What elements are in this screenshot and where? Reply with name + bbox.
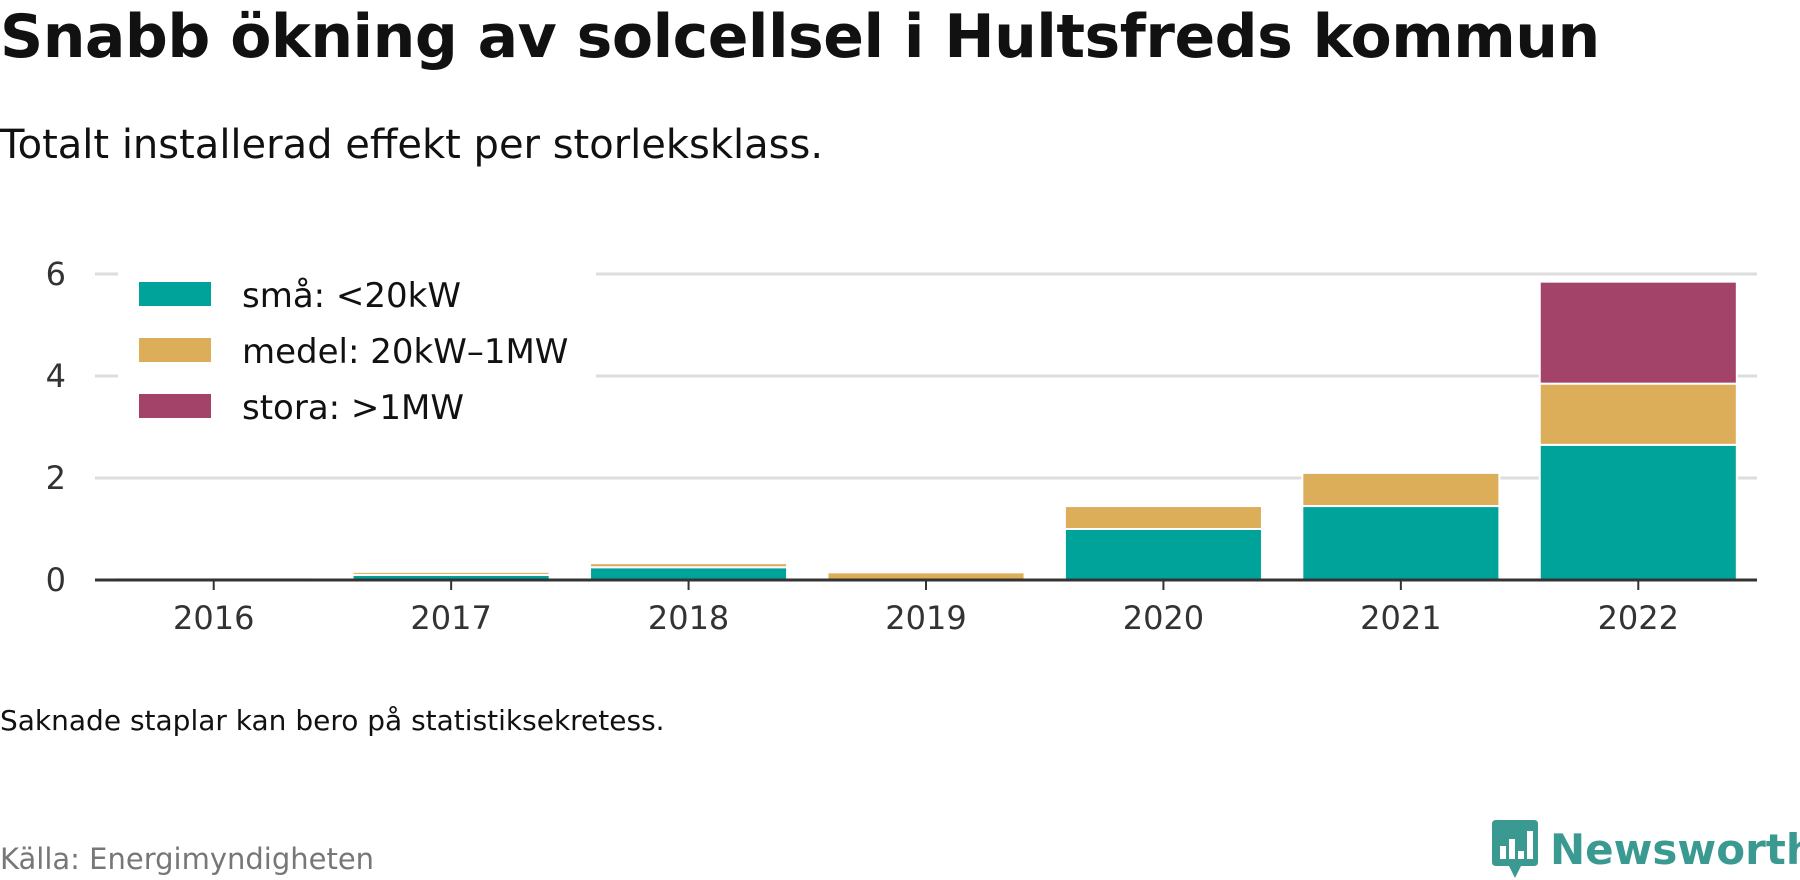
x-tick-label: 2018 (648, 599, 729, 637)
bar-segment (589, 562, 789, 569)
x-tick-label: 2020 (1123, 599, 1204, 637)
chart-subtitle: Totalt installerad effekt per storlekskl… (0, 122, 824, 168)
y-tick-label: 6 (46, 255, 66, 293)
x-tick-label: 2017 (410, 599, 491, 637)
axes: 0 2 4 6 2016 2017 2018 2019 2020 2021 2022 (46, 255, 1757, 637)
legend-swatch (139, 338, 211, 362)
source-credit: Källa: Energimyndigheten (0, 842, 375, 876)
y-tick-label: 0 (46, 561, 66, 599)
stacked-bar-chart: 0 2 4 6 2016 2017 2018 2019 2020 2021 2022 små: <2… (46, 255, 1757, 637)
bar-segment (1301, 505, 1501, 581)
x-tick-label: 2016 (173, 599, 254, 637)
bars (114, 280, 1738, 582)
legend-label: små: <20kW (242, 276, 461, 316)
brand-name: Newsworthy (1550, 824, 1800, 874)
legend: små: <20kW medel: 20kW–1MW stora: >1MW (118, 262, 596, 428)
bar-segment (351, 570, 551, 576)
y-tick-label: 2 (46, 459, 66, 497)
x-tick-label: 2019 (885, 599, 966, 637)
legend-swatch (139, 282, 211, 306)
bar-segment (1063, 528, 1263, 581)
bar-segment (1538, 280, 1738, 385)
bar-segment (1538, 382, 1738, 446)
legend-label: medel: 20kW–1MW (242, 332, 568, 372)
brand-logo[interactable]: Newsworthy (1490, 818, 1800, 880)
legend-swatch (139, 394, 211, 418)
x-tick-label: 2022 (1598, 599, 1679, 637)
legend-label: stora: >1MW (242, 388, 464, 428)
bar-segment (1538, 443, 1738, 581)
newsworthy-logo-icon (1492, 820, 1538, 878)
bar-segment (589, 566, 789, 581)
x-tick-label: 2021 (1360, 599, 1441, 637)
bar-segment (1301, 471, 1501, 508)
y-tick-label: 4 (46, 357, 66, 395)
footnote: Saknade staplar kan bero på statistiksek… (0, 704, 665, 737)
chart-title: Snabb ökning av solcellsel i Hultsfreds … (0, 2, 1600, 72)
bar-segment (1063, 505, 1263, 530)
